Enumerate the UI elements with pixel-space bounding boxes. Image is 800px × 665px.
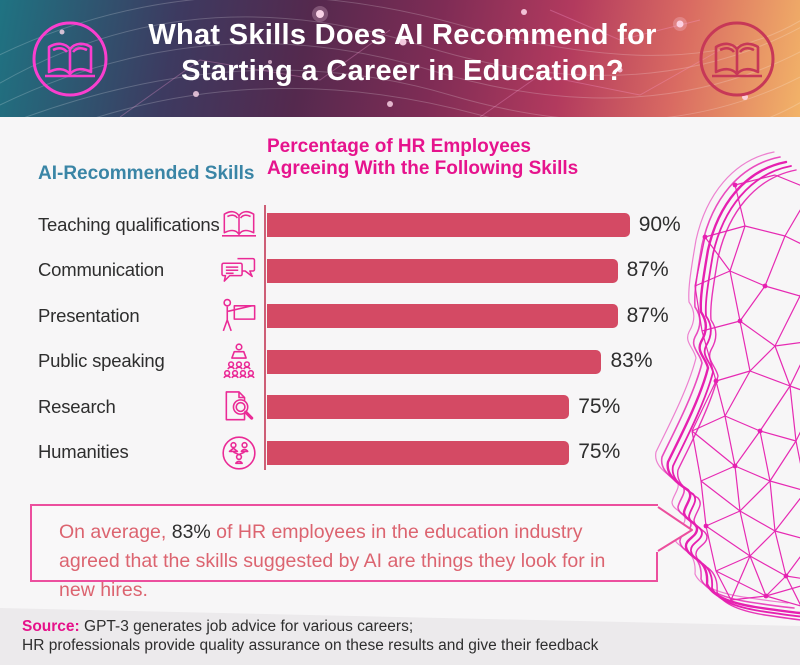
source-label: Source: bbox=[22, 618, 80, 635]
source-text: Source: GPT-3 generates job advice for v… bbox=[22, 618, 599, 654]
